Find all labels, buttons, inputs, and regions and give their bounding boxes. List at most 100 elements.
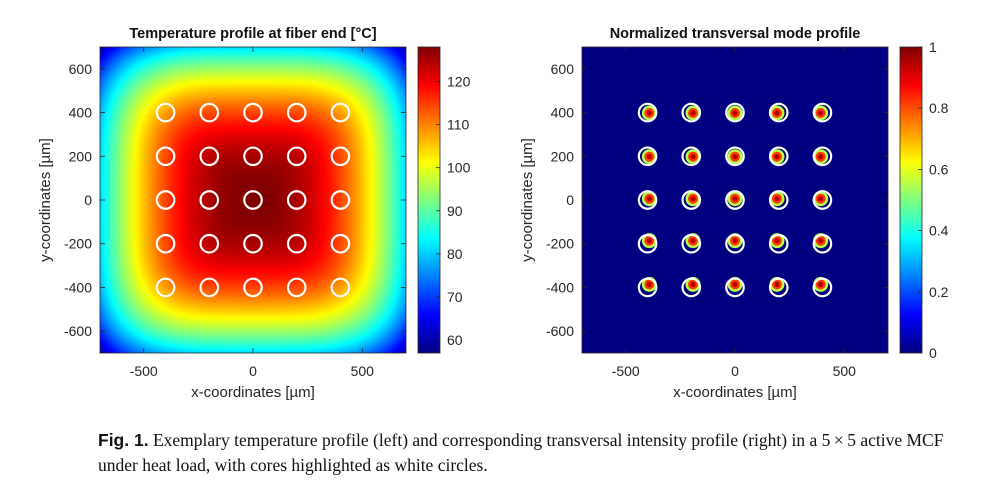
mode-spot-core [646,196,652,202]
y-tick-label: 600 [551,61,575,77]
mode-spot-core [774,110,780,116]
core-circle [286,102,307,123]
mode-spot-core [774,154,780,160]
mode-spot-core [690,154,696,160]
colorbar-tick-label: 80 [447,246,463,262]
core-circle [681,277,702,298]
mode-spot-core [774,238,780,244]
mode-spot-core [732,196,738,202]
core-circle [155,190,176,210]
colorbar-tick-label: 0 [929,345,937,361]
x-tick-label: 0 [731,363,739,379]
core-circle [768,102,789,123]
core-circle [637,233,658,254]
core-circle [243,146,263,167]
core-circle [286,277,307,298]
core-circle [725,233,745,254]
x-tick-label: 500 [351,363,375,379]
core-circle [155,146,176,167]
core-circle [199,146,220,167]
caption-label: Fig. 1. [98,430,149,450]
core-circle [199,277,220,298]
chart-title: Temperature profile at fiber end [°C] [129,26,376,42]
core-circle [725,190,745,210]
core-circle [199,233,220,254]
caption-text: Exemplary temperature profile (left) and… [98,430,944,475]
colorbar-tick-label: 90 [447,203,463,219]
colorbar-gradient [418,47,440,353]
core-circle [637,277,658,298]
x-tick-label: -500 [130,363,158,379]
colorbar-frame [417,46,441,354]
core-circle [243,277,263,298]
colorbar-gradient [900,47,922,353]
y-tick-label: -400 [546,279,574,295]
figure-caption: Fig. 1. Exemplary temperature profile (l… [98,428,958,478]
core-circle [768,277,789,298]
y-tick-label: 0 [566,192,574,208]
x-axis-label: x-coordinates [µm] [191,384,315,401]
core-circle [155,233,176,254]
mode-spot-core [774,281,780,287]
mode-spot-core [774,196,780,202]
core-circle [330,190,351,210]
colorbar-tick-label: 110 [447,117,470,133]
core-circle [199,102,220,123]
mode-spot-core [818,154,824,160]
core-circle [243,102,263,123]
core-circle [243,190,263,210]
mode-profile-panel: -500 0 500 600 400 200 0 -200 -400 -600 Normalized… [519,26,949,401]
colorbar-tick-label: 0.6 [929,161,949,177]
temperature-profile-panel: -500 0 500 600 400 200 0 -200 -400 -600 Temperatur… [37,26,471,401]
core-circle [681,146,702,167]
y-tick-label: 200 [551,148,575,164]
y-tick-label: 200 [69,148,93,164]
core-circle [330,277,351,298]
colorbar-tick-label: 0.4 [929,223,949,239]
mode-spot-core [646,281,652,287]
y-tick-label: -400 [64,279,92,295]
core-circle [637,102,658,123]
core-circle [725,102,745,123]
colorbar-tick-label: 70 [447,289,463,305]
core-circle [768,190,789,210]
core-circle [768,233,789,254]
colorbar-frame [899,46,923,354]
core-circle [286,190,307,210]
core-circle [155,277,176,298]
y-tick-label: -200 [64,236,92,252]
mode-spot-core [646,110,652,116]
core-circle [637,190,658,210]
colorbar-tick-label: 100 [447,160,471,176]
x-tick-label: -500 [612,363,640,379]
mode-spot-core [818,196,824,202]
y-tick-label: -200 [546,236,574,252]
mode-spot-core [690,238,696,244]
y-tick-label: 400 [551,105,575,121]
y-axis-label: y-coordinates [µm] [519,138,536,262]
core-circle [243,233,263,254]
mode-spot-core [818,281,824,287]
core-circle [155,102,176,123]
core-circle [812,233,833,254]
mode-spot-core [646,238,652,244]
mode-spot-core [690,110,696,116]
heatmap-image [100,47,406,353]
core-circle [725,277,745,298]
mode-spot-core [818,238,824,244]
y-tick-label: 0 [84,192,92,208]
core-circle [681,190,702,210]
core-circle [286,233,307,254]
x-tick-label: 0 [249,363,257,379]
core-circle [725,146,745,167]
mode-spot-core [732,110,738,116]
colorbar-tick-label: 0.2 [929,284,949,300]
y-tick-label: -600 [546,323,574,339]
mode-spot-core [690,196,696,202]
colorbar-tick-label: 0.8 [929,100,949,116]
mode-spot-core [818,110,824,116]
core-circle [681,102,702,123]
core-circle [812,277,833,298]
mode-spot-core [732,154,738,160]
core-circle [637,146,658,167]
